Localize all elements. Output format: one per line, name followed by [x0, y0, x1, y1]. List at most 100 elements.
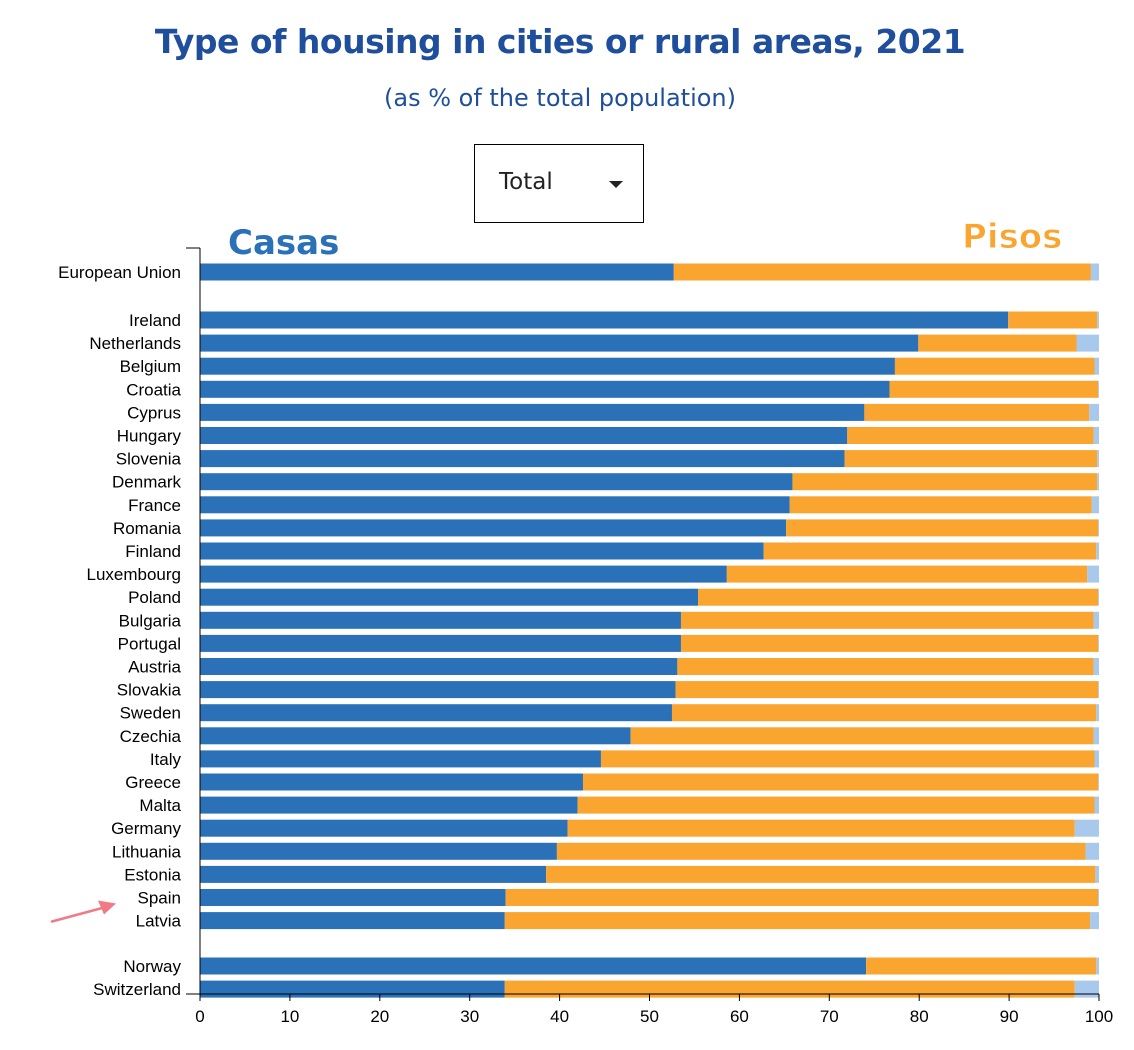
bar-flats-cyprus: [864, 403, 1090, 421]
x-tick-label-40: 40: [550, 1007, 569, 1026]
bar-houses-european-union: [200, 263, 674, 281]
category-label-cyprus: Cyprus: [127, 403, 181, 422]
category-label-latvia: Latvia: [136, 912, 182, 931]
arrow-shaft: [50, 906, 106, 923]
bar-other-austria: [1093, 658, 1099, 675]
bar-houses-luxembourg: [200, 565, 727, 583]
caret-down-icon: [609, 181, 623, 188]
category-label-romania: Romania: [113, 519, 182, 538]
x-tick-label-10: 10: [280, 1007, 299, 1026]
category-label-germany: Germany: [111, 819, 181, 838]
bar-houses-bulgaria: [200, 611, 681, 629]
bar-flats-france: [789, 496, 1092, 514]
bar-other-luxembourg: [1087, 565, 1099, 583]
category-label-sweden: Sweden: [120, 704, 181, 723]
bar-houses-estonia: [200, 865, 547, 883]
bar-other-sweden: [1096, 704, 1099, 722]
bars-layer: [200, 263, 1099, 998]
category-label-denmark: Denmark: [112, 473, 181, 492]
bar-other-france: [1091, 496, 1099, 514]
bar-other-slovenia: [1097, 450, 1099, 468]
bar-other-cyprus: [1089, 403, 1099, 421]
category-label-slovenia: Slovenia: [116, 450, 182, 469]
bar-houses-france: [200, 496, 790, 514]
annotation-houses: Casas: [228, 223, 339, 263]
bar-flats-portugal: [680, 634, 1099, 652]
bar-flats-lithuania: [556, 842, 1086, 860]
bar-flats-austria: [677, 658, 1094, 675]
bar-flats-netherlands: [918, 334, 1077, 352]
bar-flats-greece: [582, 773, 1099, 791]
bar-other-malta: [1094, 796, 1099, 814]
chart-title: Type of housing in cities or rural areas…: [154, 22, 966, 61]
bar-other-belgium: [1094, 357, 1099, 375]
category-label-norway: Norway: [123, 957, 181, 976]
bar-houses-belgium: [200, 357, 895, 375]
bar-flats-sweden: [671, 704, 1097, 722]
bar-other-lithuania: [1085, 842, 1099, 860]
bar-houses-greece: [200, 773, 583, 791]
annotation-flats: Pisos: [962, 217, 1062, 257]
bar-other-denmark: [1097, 473, 1099, 491]
bar-houses-denmark: [200, 473, 793, 491]
bar-other-czechia: [1093, 727, 1099, 745]
bar-houses-finland: [200, 542, 764, 560]
bar-other-slovakia: [1098, 681, 1099, 699]
bar-houses-netherlands: [200, 334, 919, 352]
bar-other-spain: [1098, 889, 1099, 906]
bar-other-hungary: [1093, 427, 1099, 444]
bar-other-norway: [1096, 957, 1099, 975]
category-dropdown[interactable]: Total: [474, 144, 644, 223]
bar-houses-slovenia: [200, 450, 845, 468]
bar-houses-romania: [200, 519, 787, 537]
category-label-poland: Poland: [128, 588, 181, 607]
bar-other-netherlands: [1076, 334, 1099, 352]
bar-other-romania: [1098, 519, 1099, 537]
category-labels: European Union Ireland Netherlands Belgium C…: [58, 263, 181, 999]
category-label-european-union: European Union: [58, 263, 181, 282]
bar-other-estonia: [1095, 865, 1099, 883]
bar-flats-spain: [505, 889, 1099, 906]
bar-houses-hungary: [200, 427, 848, 444]
bar-other-germany: [1074, 819, 1099, 837]
bar-other-poland: [1098, 588, 1099, 606]
category-label-ireland: Ireland: [129, 311, 181, 330]
bar-other-ireland: [1097, 311, 1099, 329]
bar-other-portugal: [1098, 634, 1099, 652]
category-label-belgium: Belgium: [120, 357, 181, 376]
bar-flats-croatia: [889, 380, 1099, 398]
category-label-portugal: Portugal: [118, 634, 181, 653]
bar-flats-estonia: [546, 865, 1096, 883]
bar-houses-germany: [200, 819, 568, 837]
bar-houses-sweden: [200, 704, 672, 722]
x-tick-label-100: 100: [1085, 1007, 1113, 1026]
bar-other-switzerland: [1074, 980, 1099, 998]
bar-flats-luxembourg: [726, 565, 1088, 583]
bar-flats-czechia: [630, 727, 1094, 745]
category-label-luxembourg: Luxembourg: [86, 565, 181, 584]
category-label-croatia: Croatia: [126, 380, 181, 399]
bar-flats-hungary: [847, 427, 1094, 444]
arrow-head: [98, 900, 116, 915]
bar-flats-slovakia: [675, 681, 1099, 699]
bar-other-italy: [1094, 750, 1099, 768]
dropdown-selected-value: Total: [499, 169, 553, 195]
bar-flats-switzerland: [504, 980, 1075, 998]
x-tick-label-30: 30: [460, 1007, 479, 1026]
bar-flats-slovenia: [844, 450, 1098, 468]
bar-houses-slovakia: [200, 681, 676, 699]
category-label-austria: Austria: [128, 658, 181, 677]
category-label-malta: Malta: [139, 796, 181, 815]
bar-houses-cyprus: [200, 403, 865, 421]
bar-other-latvia: [1090, 912, 1099, 930]
bar-other-croatia: [1098, 380, 1099, 398]
category-label-greece: Greece: [125, 773, 181, 792]
category-label-czechia: Czechia: [120, 727, 182, 746]
x-tick-label-20: 20: [370, 1007, 389, 1026]
x-tick-label-80: 80: [910, 1007, 929, 1026]
bar-flats-malta: [577, 796, 1095, 814]
bar-other-european-union: [1090, 263, 1099, 281]
bar-houses-latvia: [200, 912, 505, 930]
category-label-spain: Spain: [138, 889, 181, 908]
